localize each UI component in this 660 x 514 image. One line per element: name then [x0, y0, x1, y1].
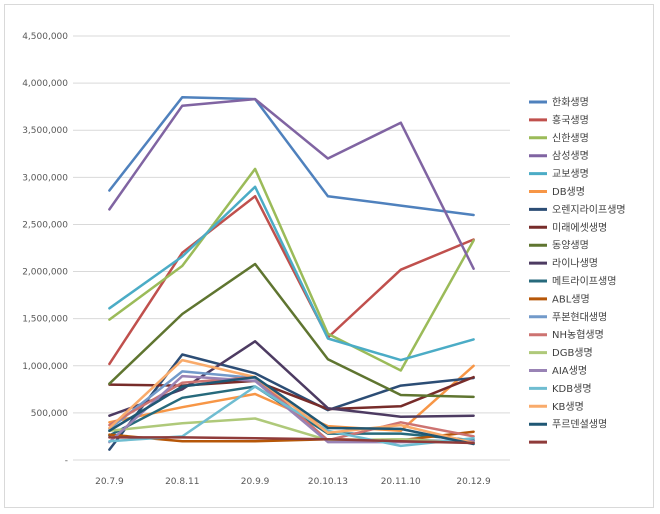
series-line-신한생명: [108, 167, 475, 372]
legend-entry: 미래에셋생명: [529, 222, 607, 234]
series-line-푸르덴셜생명: [108, 375, 475, 446]
legend-label: NH농협생명: [552, 328, 604, 341]
legend-label: ABL생명: [552, 293, 590, 305]
chart-frame: - 500,000 1,000,000 1,500,000 2,000,000 2,500…: [4, 4, 654, 508]
legend-label: 오렌지라이프생명: [552, 204, 626, 216]
legend-label: 동양생명: [552, 240, 589, 252]
legend-entry: 오렌지라이프생명: [529, 204, 626, 216]
legend-entry: KDB생명: [529, 383, 592, 395]
gridlines: [73, 35, 510, 461]
x-tick-label: 20.9.9: [241, 477, 270, 487]
legend-label: DB생명: [552, 186, 585, 198]
x-tick-label: 20.12.9: [456, 477, 491, 487]
legend-entry: 한화생명: [529, 97, 589, 109]
legend-entry: 신한생명: [529, 132, 589, 144]
x-tick-label: 20.11.10: [381, 477, 421, 487]
series-line-삼성생명: [108, 97, 475, 270]
legend-label: 삼성생명: [552, 150, 589, 162]
legend-entry: 흥국생명: [529, 113, 589, 126]
y-tick-label: 2,000,000: [22, 268, 68, 278]
series-lines: [108, 95, 475, 451]
y-tick-label: 2,500,000: [22, 220, 68, 230]
legend-label: 교보생명: [552, 168, 589, 180]
legend-entry: 동양생명: [529, 240, 589, 252]
legend-entry: DGB생명: [529, 347, 593, 359]
legend-entry: 푸본현대생명: [529, 311, 607, 323]
legend-entry: AIA생명: [529, 365, 587, 377]
y-tick-label: 1,000,000: [22, 362, 68, 372]
y-tick-label: -: [65, 456, 68, 466]
series-line-동양생명: [108, 262, 475, 399]
legend-entry: NH농협생명: [529, 328, 604, 341]
y-tick-label: 4,500,000: [22, 32, 68, 42]
legend-label: 흥국생명: [552, 113, 589, 126]
legend-entry: ABL생명: [529, 293, 590, 305]
x-axis-ticks: 20.7.9 20.8.11 20.9.9 20.10.13 20.11.10 20.12…: [95, 477, 491, 487]
series-line-교보생명: [108, 185, 475, 362]
y-tick-label: 500,000: [31, 409, 68, 419]
y-tick-label: 4,000,000: [22, 79, 68, 89]
legend-label: 메트라이프생명: [552, 276, 616, 288]
legend-entry: DB생명: [529, 186, 585, 198]
legend-label: 한화생명: [552, 97, 589, 109]
y-tick-label: 3,500,000: [22, 126, 68, 136]
legend-entry: 삼성생명: [529, 150, 589, 162]
legend-entry: 교보생명: [529, 168, 589, 180]
series-line-흥국생명: [108, 194, 475, 366]
series-line-series-20: [108, 436, 475, 445]
x-tick-label: 20.8.11: [165, 477, 199, 487]
series-line-한화생명: [108, 95, 475, 217]
legend-label: AIA생명: [552, 365, 587, 377]
legend-label: 미래에셋생명: [552, 222, 607, 234]
legend-entry: 라이나생명: [529, 258, 598, 270]
x-tick-label: 20.10.13: [308, 477, 348, 487]
legend-entry: KB생명: [529, 401, 584, 413]
legend-label: DGB생명: [552, 347, 593, 359]
series-line-DGB생명: [108, 417, 475, 445]
legend-entry: 푸르덴셜생명: [529, 419, 607, 431]
x-tick-label: 20.7.9: [95, 477, 124, 487]
y-tick-label: 3,000,000: [22, 173, 68, 183]
legend-entry: 메트라이프생명: [529, 276, 616, 288]
y-axis-ticks: - 500,000 1,000,000 1,500,000 2,000,000 2,500…: [22, 32, 68, 466]
legend-label: 라이나생명: [552, 258, 598, 270]
line-chart: - 500,000 1,000,000 1,500,000 2,000,000 2,500…: [22, 32, 626, 487]
legend-label: KB생명: [552, 401, 584, 413]
legend-label: 신한생명: [552, 132, 589, 144]
legend-label: KDB생명: [552, 383, 592, 395]
legend-label: 푸본현대생명: [552, 311, 607, 323]
legend-label: 푸르덴셜생명: [552, 419, 607, 431]
series-line-KB생명: [108, 358, 475, 445]
y-tick-label: 1,500,000: [22, 315, 68, 325]
